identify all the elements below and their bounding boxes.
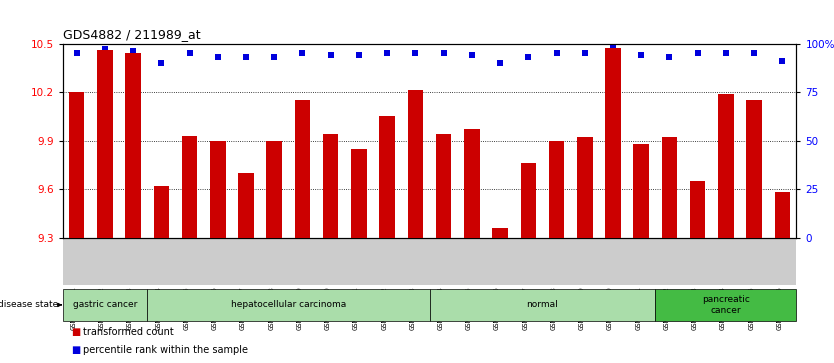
Bar [520, 163, 536, 238]
Bar [294, 100, 310, 238]
Point [268, 54, 281, 60]
Text: ■: ■ [71, 327, 80, 337]
Text: percentile rank within the sample: percentile rank within the sample [83, 345, 249, 355]
Bar [634, 144, 649, 238]
Text: disease state: disease state [0, 301, 58, 309]
Point [127, 48, 140, 54]
Bar [63, 289, 148, 321]
Point [635, 52, 648, 58]
Bar [746, 100, 762, 238]
Bar [430, 289, 656, 321]
Point [437, 50, 450, 56]
Text: hepatocellular carcinoma: hepatocellular carcinoma [231, 301, 346, 309]
Bar [577, 138, 592, 238]
Bar [605, 48, 620, 238]
Point [776, 58, 789, 64]
Bar [351, 149, 367, 238]
Point [691, 50, 705, 56]
Bar [239, 173, 254, 238]
Bar [210, 141, 225, 238]
Bar [153, 186, 169, 238]
Bar [690, 181, 706, 238]
Bar [97, 50, 113, 238]
Point [211, 54, 224, 60]
Bar [492, 228, 508, 238]
Bar [267, 141, 282, 238]
Point [183, 50, 196, 56]
Text: GDS4882 / 211989_at: GDS4882 / 211989_at [63, 28, 200, 41]
Point [98, 46, 112, 52]
Point [70, 50, 83, 56]
Point [663, 54, 676, 60]
Bar [718, 94, 734, 238]
Point [409, 50, 422, 56]
Bar [69, 92, 84, 238]
Bar [436, 134, 451, 238]
Bar [656, 289, 796, 321]
Text: ■: ■ [71, 345, 80, 355]
Bar [408, 90, 423, 238]
Bar [148, 289, 430, 321]
Point [550, 50, 563, 56]
Text: gastric cancer: gastric cancer [73, 301, 137, 309]
Point [606, 42, 620, 48]
Point [494, 60, 507, 66]
Bar [775, 192, 790, 238]
Bar [379, 117, 395, 238]
Point [324, 52, 338, 58]
Text: transformed count: transformed count [83, 327, 174, 337]
Point [352, 52, 365, 58]
Bar [182, 136, 198, 238]
Bar [323, 134, 339, 238]
Bar [125, 53, 141, 238]
Bar [549, 141, 565, 238]
Point [521, 54, 535, 60]
Point [154, 60, 168, 66]
Text: pancreatic
cancer: pancreatic cancer [702, 295, 750, 315]
Point [465, 52, 479, 58]
Bar [464, 129, 480, 238]
Text: normal: normal [526, 301, 558, 309]
Point [719, 50, 732, 56]
Point [380, 50, 394, 56]
Bar [661, 138, 677, 238]
Point [296, 50, 309, 56]
Point [239, 54, 253, 60]
Point [578, 50, 591, 56]
Point [747, 50, 761, 56]
